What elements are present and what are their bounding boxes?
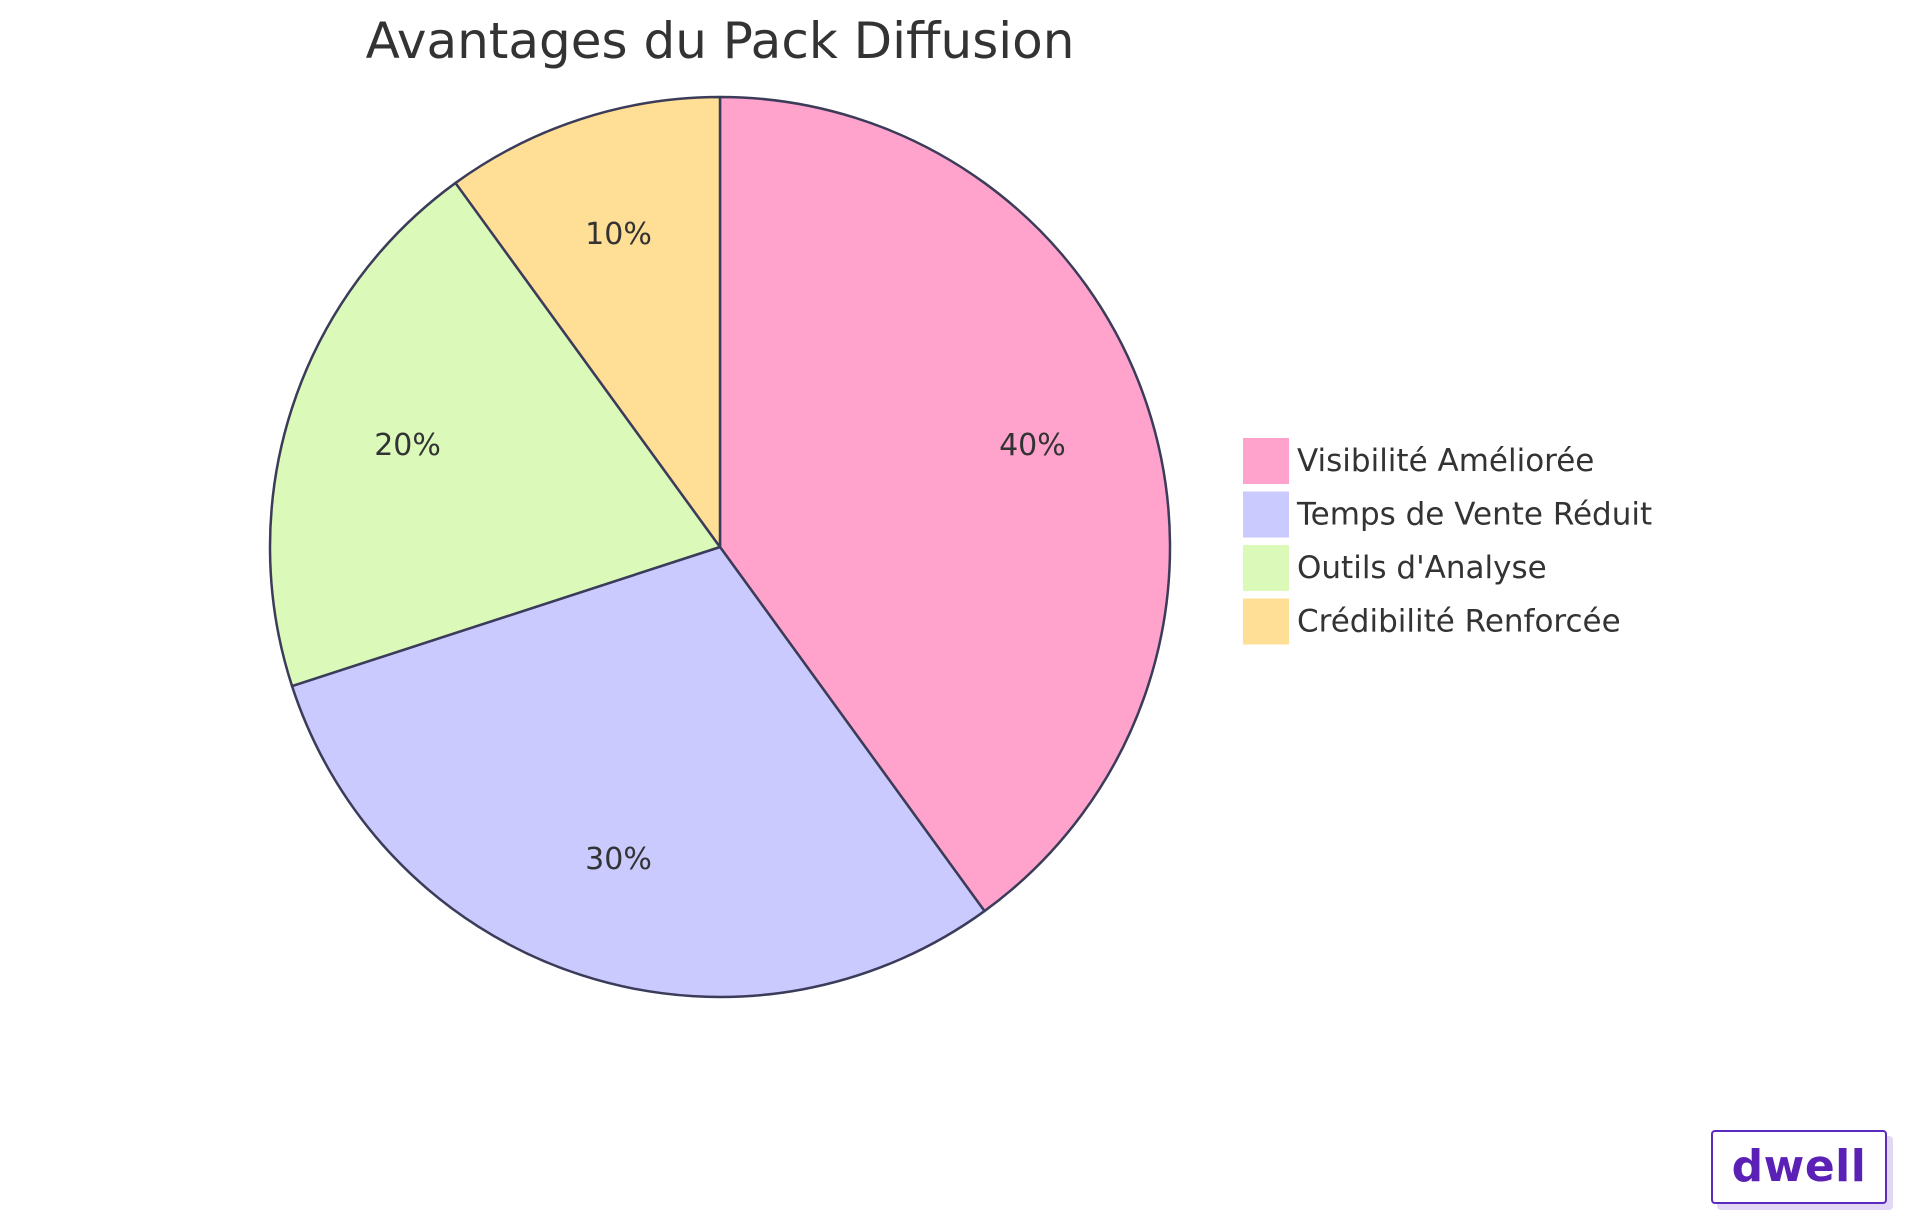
legend-swatch [1243, 438, 1289, 484]
pie-slice [454, 95, 722, 549]
legend-swatch [1243, 598, 1289, 645]
legend-label: Visibilité Améliorée [1297, 443, 1594, 479]
legend-label: Crédibilité Renforcée [1297, 604, 1621, 640]
pie-slice-label: 40% [999, 428, 1066, 463]
pie-slice-labels: 40% 30% 20% 10% [374, 217, 1066, 877]
pie-slice-label: 10% [585, 217, 652, 252]
pie-slice-label: 20% [374, 428, 441, 463]
legend-swatch [1243, 491, 1289, 538]
pie-slice [718, 95, 1172, 913]
brand-logo: dwell [1711, 1130, 1887, 1204]
pie-slices [268, 95, 1172, 999]
legend-swatch [1243, 545, 1289, 591]
pie-slice [268, 181, 722, 688]
legend-label: Temps de Vente Réduit [1296, 497, 1652, 533]
legend-label: Outils d'Analyse [1297, 550, 1547, 586]
pie-slice-label: 30% [585, 842, 652, 877]
legend: Visibilité Améliorée Temps de Vente Rédui… [1243, 438, 1652, 645]
pie-slice [290, 545, 986, 999]
brand-logo-text: dwell [1731, 1141, 1867, 1192]
chart-title: Avantages du Pack Diffusion [366, 12, 1075, 70]
